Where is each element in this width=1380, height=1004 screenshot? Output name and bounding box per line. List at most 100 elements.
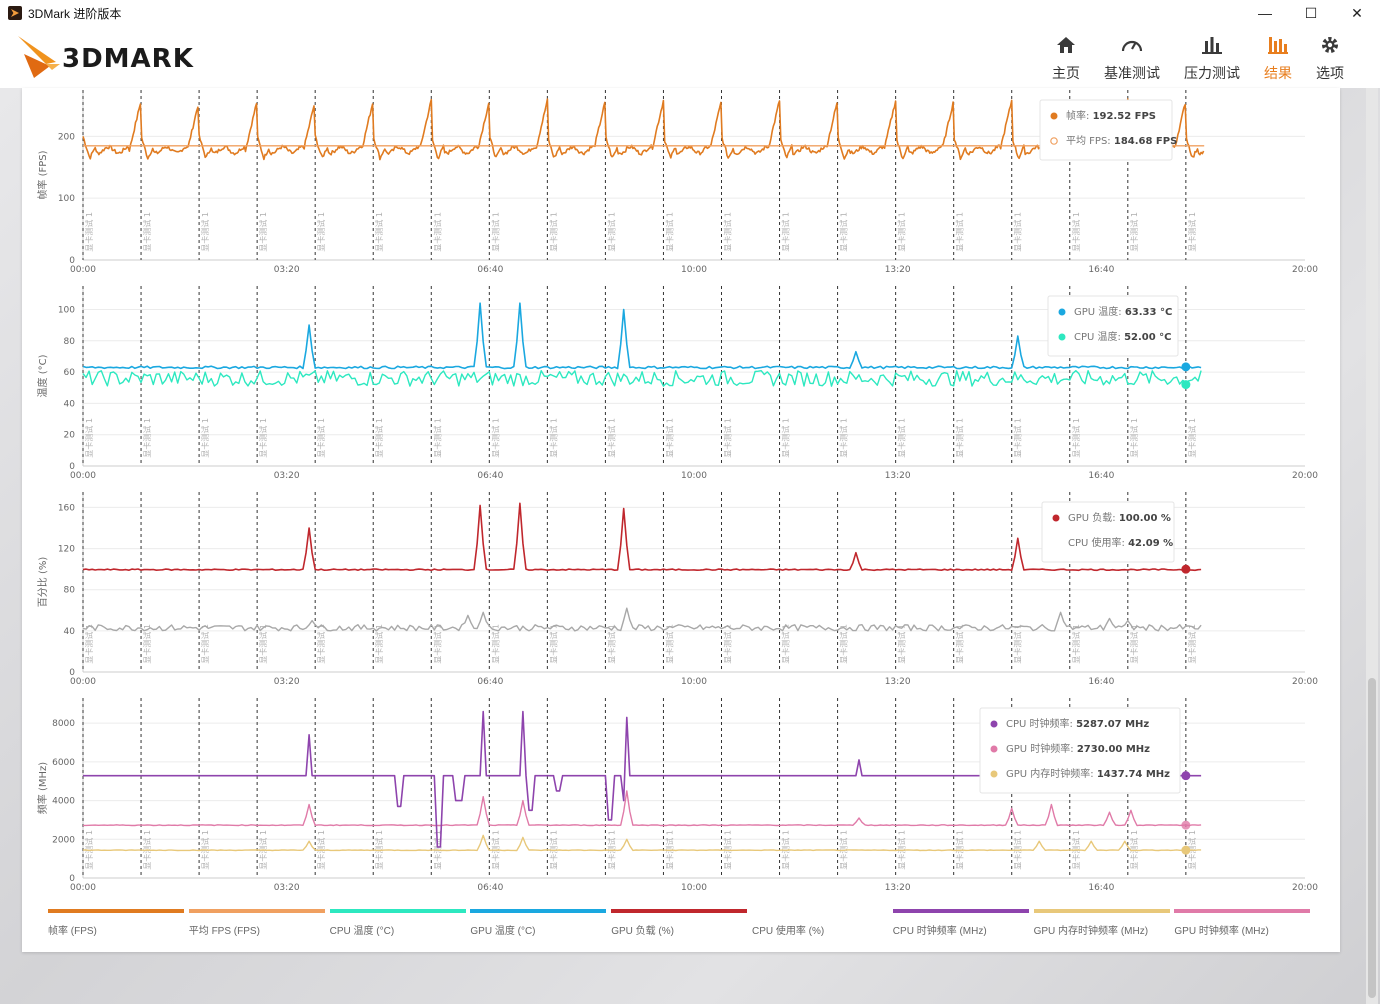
close-button[interactable]: ✕ <box>1351 4 1363 21</box>
legend-label[interactable]: GPU 时钟频率 (MHz) <box>1174 926 1269 937</box>
tooltip-value: 52.00 °C <box>1124 332 1171 343</box>
tooltip-value: 184.68 FPS <box>1114 136 1177 147</box>
test-marker-label: 显卡测试 1 <box>781 418 791 458</box>
tooltip-key: CPU 使用率: <box>1068 536 1128 549</box>
y-axis-label: 频率 (MHz) <box>36 762 49 814</box>
test-marker-label: 显卡测试 1 <box>781 212 791 252</box>
nav-home[interactable]: 主页 <box>1052 34 1080 83</box>
test-marker-label: 显卡测试 1 <box>374 212 384 252</box>
legend-label[interactable]: GPU 负载 (%) <box>611 926 674 937</box>
test-marker-label: 显卡测试 1 <box>432 212 442 252</box>
test-marker-label: 显卡测试 1 <box>1187 418 1197 458</box>
legend-swatch[interactable] <box>752 909 888 913</box>
legend-swatch[interactable] <box>329 909 466 913</box>
test-marker-label: 显卡测试 1 <box>955 212 965 252</box>
tooltip-key: CPU 时钟频率: <box>1006 717 1076 730</box>
tooltip-row: 平均 FPS: 184.68 FPS <box>1066 135 1177 147</box>
x-tick-label: 13:20 <box>885 883 911 893</box>
legend-swatch[interactable] <box>470 909 607 913</box>
test-marker-label: 显卡测试 1 <box>839 624 849 664</box>
tooltip-row: GPU 内存时钟频率: 1437.74 MHz <box>1006 767 1170 780</box>
x-tick-label: 06:40 <box>477 471 503 481</box>
tooltip-key: 帧率: <box>1066 109 1093 122</box>
x-tick-label: 20:00 <box>1292 471 1318 481</box>
tooltip-row: GPU 时钟频率: 2730.00 MHz <box>1006 742 1150 755</box>
test-marker-label: 显卡测试 1 <box>1129 624 1139 664</box>
x-tick-label: 06:40 <box>477 265 503 275</box>
tooltip-box <box>979 707 1181 794</box>
fps-line <box>82 98 1205 161</box>
legend-label[interactable]: GPU 温度 (°C) <box>470 926 536 937</box>
y-tick-label: 80 <box>64 337 76 347</box>
legend-label[interactable]: CPU 温度 (°C) <box>329 926 395 937</box>
nav-stress-tests[interactable]: 压力测试 <box>1184 34 1240 83</box>
cpu-temp-line <box>82 370 1202 387</box>
main-nav: 主页 基准测试 压力测试 结果 选项 <box>1028 34 1344 83</box>
test-marker-label: 显卡测试 1 <box>606 418 616 458</box>
brand-logo[interactable]: 3DMARK <box>16 34 216 80</box>
tooltip-box <box>1039 99 1173 161</box>
legend-label[interactable]: 平均 FPS (FPS) <box>188 926 260 937</box>
tooltip: GPU 温度: 63.33 °C CPU 温度: 52.00 °C <box>1047 295 1179 357</box>
test-marker-label: 显卡测试 1 <box>1187 624 1197 664</box>
title-bar: 3DMark 进阶版本 — ☐ ✕ <box>0 0 1380 26</box>
x-tick-label: 10:00 <box>681 883 707 893</box>
results-icon <box>1267 34 1289 56</box>
chart-panel-3: 0 40 80 120 160 百分比 (%) 00:00 03:20 06:40 10:00 13… <box>37 492 1318 687</box>
y-tick-label: 40 <box>64 627 76 637</box>
y-axis-label: 百分比 (%) <box>37 557 49 608</box>
x-tick-label: 00:00 <box>70 677 96 687</box>
tooltip-box <box>1047 295 1179 357</box>
tooltip-dot <box>1052 514 1060 522</box>
legend-swatch[interactable] <box>1033 909 1170 913</box>
legend-swatch[interactable] <box>611 909 748 913</box>
legend-swatch[interactable] <box>48 909 184 913</box>
nav-results[interactable]: 结果 <box>1264 34 1292 83</box>
tooltip-key: GPU 内存时钟频率: <box>1006 767 1097 780</box>
test-marker-label: 显卡测试 1 <box>200 624 210 664</box>
x-tick-label: 13:20 <box>885 265 911 275</box>
nav-benchmarks[interactable]: 基准测试 <box>1104 34 1160 83</box>
legend-swatch[interactable] <box>1174 909 1311 913</box>
tooltip-row: GPU 负载: 100.00 % <box>1068 511 1171 524</box>
gpu-mem-clock-current-dot <box>1181 845 1191 855</box>
x-tick-label: 16:40 <box>1088 265 1114 275</box>
legend-swatch[interactable] <box>188 909 325 913</box>
legend-label[interactable]: GPU 内存时钟频率 (MHz) <box>1033 926 1149 937</box>
app-icon <box>8 6 22 20</box>
x-tick-label: 16:40 <box>1088 471 1114 481</box>
legend-label[interactable]: 帧率 (FPS) <box>48 926 97 937</box>
test-marker-label: 显卡测试 1 <box>84 418 94 458</box>
test-marker-label: 显卡测试 1 <box>897 418 907 458</box>
maximize-button[interactable]: ☐ <box>1304 4 1318 21</box>
test-marker-label: 显卡测试 1 <box>1071 418 1081 458</box>
x-tick-label: 10:00 <box>681 265 707 275</box>
x-tick-label: 20:00 <box>1292 677 1318 687</box>
test-marker-label: 显卡测试 1 <box>664 624 674 664</box>
tooltip-dot <box>1058 333 1066 341</box>
x-tick-label: 06:40 <box>477 883 503 893</box>
tooltip-dot <box>990 770 998 778</box>
test-marker-label: 显卡测试 1 <box>316 624 326 664</box>
legend-label[interactable]: CPU 使用率 (%) <box>752 926 825 937</box>
gear-icon <box>1320 34 1340 56</box>
tooltip-value: 100.00 % <box>1119 513 1171 524</box>
cpu-usage-line <box>82 607 1202 632</box>
legend-label[interactable]: CPU 时钟频率 (MHz) <box>892 926 987 937</box>
window-title: 3DMark 进阶版本 <box>28 6 122 21</box>
legend-swatch[interactable] <box>892 909 1029 913</box>
test-marker-label: 显卡测试 1 <box>142 418 152 458</box>
tooltip-box <box>1041 501 1175 563</box>
nav-results-label: 结果 <box>1264 65 1292 81</box>
nav-options[interactable]: 选项 <box>1316 34 1344 83</box>
nav-home-label: 主页 <box>1052 65 1080 81</box>
vertical-scrollbar[interactable] <box>1366 88 1378 1004</box>
tooltip: 帧率: 192.52 FPS 平均 FPS: 184.68 FPS <box>1039 99 1177 161</box>
x-tick-label: 16:40 <box>1088 677 1114 687</box>
minimize-button[interactable]: — <box>1258 5 1272 21</box>
y-tick-label: 40 <box>64 399 76 409</box>
tooltip-key: GPU 负载: <box>1068 511 1119 524</box>
test-marker-label: 显卡测试 1 <box>722 624 732 664</box>
test-marker-label: 显卡测试 1 <box>490 624 500 664</box>
scrollbar-thumb[interactable] <box>1368 678 1376 998</box>
